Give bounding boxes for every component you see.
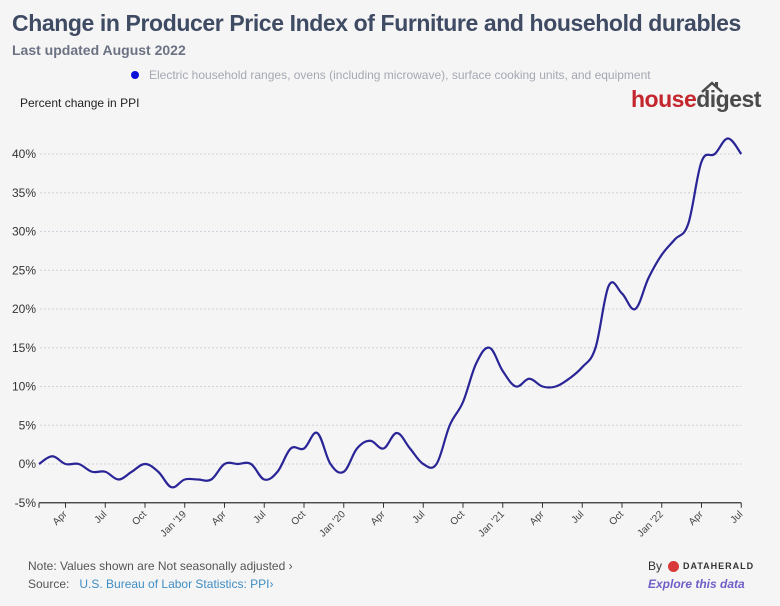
housedigest-logo[interactable]: housedigest bbox=[631, 86, 761, 112]
legend[interactable]: Electric household ranges, ovens (includ… bbox=[131, 68, 651, 82]
x-tick-label: Jul bbox=[93, 509, 110, 526]
x-tick-label: Apr bbox=[51, 509, 70, 528]
x-tick-label: Oct bbox=[289, 509, 308, 528]
chart-subtitle: Last updated August 2022 bbox=[12, 42, 186, 58]
x-tick-label: Jan '20 bbox=[318, 509, 349, 540]
x-tick-label: Apr bbox=[687, 509, 706, 528]
y-tick-label: 10% bbox=[12, 380, 36, 394]
source-link[interactable]: U.S. Bureau of Labor Statistics: PPI› bbox=[79, 577, 274, 591]
x-tick-label: Jul bbox=[411, 509, 428, 526]
dataherald-text: DATAHERALD bbox=[683, 561, 755, 571]
legend-dot-icon bbox=[131, 71, 139, 79]
chart-title: Change in Producer Price Index of Furnit… bbox=[12, 10, 741, 36]
y-axis-label: Percent change in PPI bbox=[20, 96, 140, 110]
x-tick-label: Apr bbox=[210, 509, 229, 528]
y-tick-label: 5% bbox=[19, 418, 37, 432]
source-line: Source: U.S. Bureau of Labor Statistics: … bbox=[28, 577, 273, 591]
y-tick-label: 30% bbox=[12, 225, 36, 239]
house-roof-icon bbox=[701, 81, 723, 93]
source-label: Source: bbox=[28, 577, 70, 591]
y-tick-label: 40% bbox=[12, 147, 36, 161]
y-tick-label: -5% bbox=[15, 496, 37, 510]
note-link[interactable]: Note: Values shown are Not seasonally ad… bbox=[28, 559, 293, 573]
y-tick-label: 15% bbox=[12, 341, 36, 355]
y-tick-label: 0% bbox=[19, 457, 37, 471]
dataherald-logo[interactable]: DATAHERALD bbox=[668, 560, 755, 572]
x-tick-label: Oct bbox=[130, 509, 149, 528]
by-label: By bbox=[648, 559, 663, 573]
x-tick-label: Jan '19 bbox=[159, 509, 190, 540]
explore-data-link[interactable]: Explore this data bbox=[648, 577, 745, 591]
x-tick-label: Oct bbox=[448, 509, 467, 528]
legend-label: Electric household ranges, ovens (includ… bbox=[149, 68, 651, 82]
byline: By DATAHERALD bbox=[648, 559, 754, 573]
x-tick-label: Apr bbox=[528, 509, 547, 528]
x-tick-label: Jan '21 bbox=[477, 509, 508, 540]
y-tick-label: 35% bbox=[12, 186, 36, 200]
x-tick-label: Jul bbox=[570, 509, 587, 526]
series-line bbox=[38, 137, 743, 489]
y-tick-label: 25% bbox=[12, 263, 36, 277]
x-tick-label: Apr bbox=[369, 509, 388, 528]
y-tick-label: 20% bbox=[12, 302, 36, 316]
x-tick-label: Jul bbox=[252, 509, 269, 526]
x-tick-label: Jan '22 bbox=[636, 509, 667, 540]
x-tick-label: Oct bbox=[607, 509, 626, 528]
dataherald-icon bbox=[668, 560, 680, 572]
x-tick-label: Jul bbox=[729, 509, 746, 526]
